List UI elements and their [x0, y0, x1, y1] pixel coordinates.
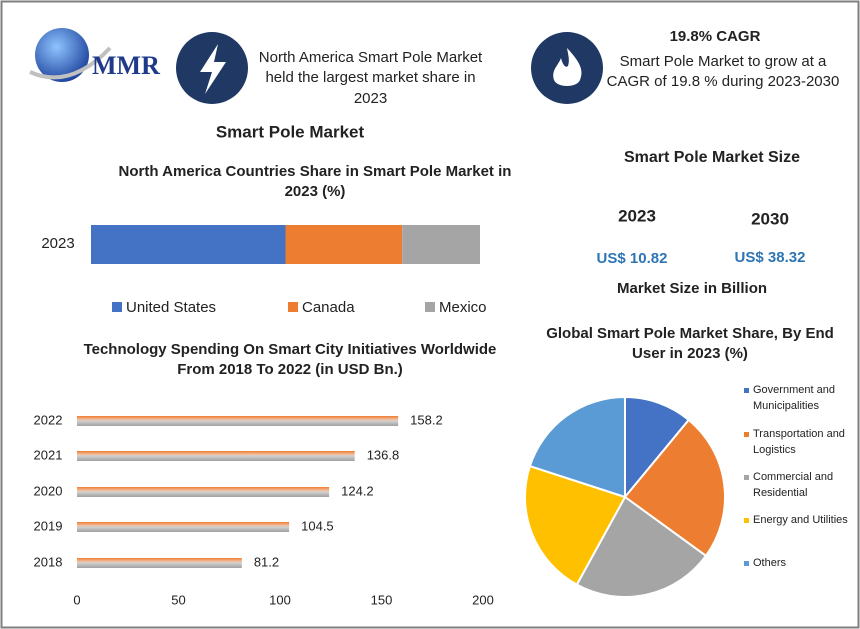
legend-label: Transportation and Logistics: [753, 428, 845, 456]
cagr-title: 19.8% CAGR: [670, 28, 761, 45]
chart-title: Global Smart Pole Market Share, By End U…: [546, 325, 834, 363]
y-tick-label: 2020: [34, 483, 63, 498]
legend-label: United States: [126, 299, 216, 316]
cagr-text: Smart Pole Market to grow at a CAGR of 1…: [606, 53, 840, 91]
legend-label: Energy and Utilities: [753, 514, 848, 526]
pie-slice: [623, 418, 726, 558]
size-note: Market Size in Billion: [617, 280, 767, 297]
x-tick-label: 200: [472, 592, 494, 607]
legend-swatch: [744, 432, 749, 437]
size-value: US$ 10.82: [597, 250, 668, 267]
legend-swatch: [425, 302, 435, 312]
bar-segment: [402, 225, 480, 264]
chart-title: North America Countries Share in Smart P…: [118, 163, 512, 201]
legend-swatch: [288, 302, 298, 312]
x-tick-label: 0: [73, 592, 80, 607]
bar-segment: [285, 225, 403, 264]
legend-label: Commercial and Residential: [753, 471, 834, 499]
y-tick-label: 2019: [34, 518, 63, 533]
y-tick-label: 2023: [41, 235, 74, 252]
logo-swoosh: [29, 46, 112, 80]
bar-segment: [91, 225, 286, 264]
legend-swatch: [744, 475, 749, 480]
x-tick-label: 150: [371, 592, 393, 607]
bar: [77, 487, 330, 497]
x-tick-label: 100: [269, 592, 291, 607]
bolt-icon: [200, 44, 226, 94]
value-label: 158.2: [410, 412, 443, 427]
bar: [77, 558, 242, 568]
logo-globe: [35, 28, 89, 82]
legend-swatch: [744, 388, 749, 393]
year: 2030: [751, 209, 789, 228]
y-tick-label: 2021: [34, 447, 63, 462]
pie-slice: [524, 464, 627, 586]
value-label: 124.2: [341, 483, 374, 498]
year: 2023: [618, 206, 656, 225]
legend-label: Others: [753, 557, 787, 569]
bar: [77, 416, 399, 426]
legend-label: Mexico: [439, 299, 487, 316]
value-label: 104.5: [301, 518, 334, 533]
highlight-text: North America Smart Pole Market held the…: [258, 49, 483, 107]
legend-label: Canada: [302, 299, 355, 316]
legend-swatch: [744, 561, 749, 566]
y-tick-label: 2018: [34, 554, 63, 569]
logo-text: MMR: [92, 51, 160, 80]
value-label: 81.2: [254, 554, 279, 569]
section-title: Smart Pole Market: [216, 122, 365, 141]
value-label: 136.8: [367, 447, 400, 462]
pie-slice: [575, 495, 708, 598]
bar: [77, 522, 290, 532]
y-tick-label: 2022: [34, 412, 63, 427]
x-tick-label: 50: [171, 592, 185, 607]
legend-swatch: [744, 518, 749, 523]
legend-label: Government and Municipalities: [753, 384, 835, 412]
bar: [77, 451, 355, 461]
size-title: Smart Pole Market Size: [624, 149, 800, 166]
legend-swatch: [112, 302, 122, 312]
flame-icon: [553, 48, 582, 86]
pie-slice: [624, 395, 691, 500]
chart-title: Technology Spending On Smart City Initia…: [83, 341, 497, 379]
pie-slice: [528, 395, 626, 499]
size-value: US$ 38.32: [735, 249, 806, 266]
